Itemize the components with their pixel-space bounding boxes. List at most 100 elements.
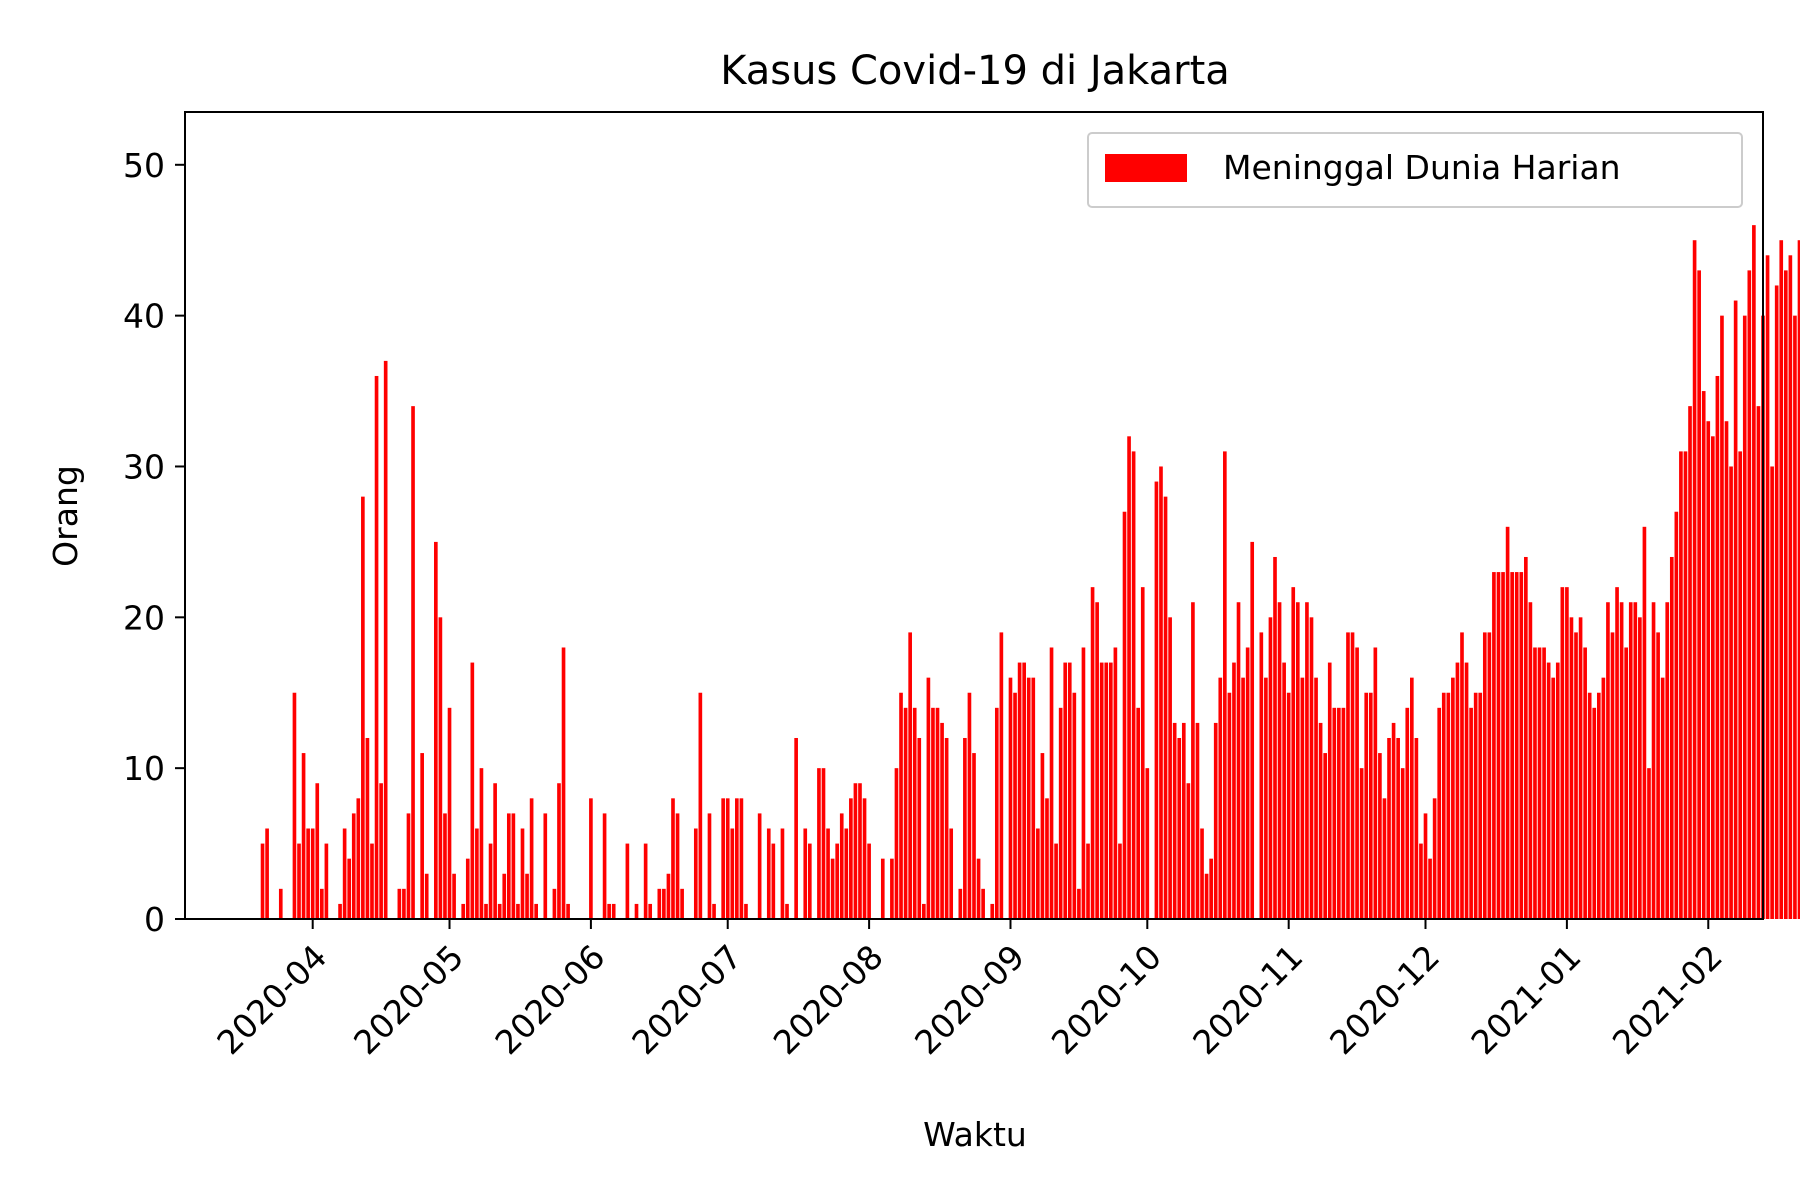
bar <box>1729 466 1733 919</box>
bar <box>1026 677 1031 919</box>
bar <box>1209 858 1213 919</box>
bar <box>908 632 912 919</box>
bar <box>1131 451 1136 919</box>
bar <box>347 858 352 919</box>
bar <box>529 798 534 919</box>
bar <box>1555 662 1560 919</box>
bar <box>306 828 310 919</box>
bar <box>671 798 675 919</box>
bar <box>844 828 849 919</box>
bar <box>1213 722 1218 919</box>
bar <box>1282 662 1286 919</box>
bar <box>1633 602 1638 919</box>
bar <box>424 873 429 919</box>
bar <box>1519 572 1524 919</box>
bar <box>1273 556 1277 919</box>
bar <box>1514 572 1519 919</box>
bar <box>1364 692 1369 919</box>
bar <box>835 843 839 919</box>
bar <box>1168 617 1172 919</box>
bar <box>1286 692 1291 919</box>
bar <box>1451 677 1455 919</box>
y-tick-label: 50 <box>123 146 165 185</box>
bar <box>516 903 520 919</box>
bar <box>1054 843 1058 919</box>
bar <box>794 737 798 919</box>
bar <box>1099 662 1104 919</box>
bar <box>1236 602 1241 919</box>
bar <box>853 783 858 919</box>
bar <box>707 813 712 919</box>
bar <box>1524 556 1528 919</box>
bar <box>1783 270 1788 919</box>
bar <box>1232 662 1236 919</box>
bar <box>1528 602 1533 919</box>
bar <box>1154 481 1159 919</box>
bar <box>1314 677 1318 919</box>
x-axis-label: Waktu <box>923 1115 1027 1154</box>
bar <box>1537 647 1542 919</box>
bar <box>958 888 963 919</box>
bar <box>1346 632 1350 919</box>
bar <box>1679 451 1683 919</box>
bar <box>365 737 370 919</box>
bar <box>1492 572 1496 919</box>
bar <box>935 707 940 919</box>
bar <box>338 903 342 919</box>
bar <box>342 828 347 919</box>
bar <box>1295 602 1300 919</box>
x-tick-label: 2020-08 <box>766 937 891 1062</box>
bar <box>657 888 662 919</box>
bar <box>1482 632 1487 919</box>
bar <box>862 798 867 919</box>
bar <box>374 375 379 920</box>
bar <box>976 858 981 919</box>
bar <box>1350 632 1355 919</box>
bar <box>1323 753 1327 919</box>
bar <box>1606 602 1610 919</box>
bar <box>1797 240 1800 919</box>
bar <box>534 903 538 919</box>
bar <box>1086 843 1090 919</box>
bar <box>1669 556 1674 919</box>
bar <box>461 903 466 919</box>
bar <box>475 828 479 919</box>
bar <box>1396 737 1400 919</box>
bar <box>1218 677 1223 919</box>
bar <box>1701 391 1706 919</box>
bar <box>1560 587 1565 919</box>
bar <box>1017 662 1022 919</box>
bar <box>1674 511 1679 919</box>
bar <box>1327 662 1332 919</box>
bar <box>1200 828 1204 919</box>
bar <box>1309 617 1314 919</box>
bar <box>725 798 730 919</box>
bar <box>721 798 725 919</box>
bar <box>1642 526 1647 919</box>
bar <box>1090 587 1095 919</box>
bar <box>1163 496 1168 919</box>
bar <box>1765 255 1770 920</box>
bar <box>698 692 703 919</box>
bar <box>1752 225 1756 919</box>
bar <box>890 858 894 919</box>
bar <box>1756 406 1761 919</box>
bar <box>379 783 383 919</box>
bar <box>1095 602 1099 919</box>
bar <box>438 617 443 919</box>
bar <box>470 662 475 919</box>
x-tick-label: 2020-06 <box>487 937 612 1062</box>
bar <box>1186 783 1191 919</box>
bar <box>1127 436 1131 919</box>
bar <box>757 813 762 919</box>
bar <box>265 828 269 919</box>
bar <box>1720 315 1724 919</box>
bar <box>903 707 908 919</box>
bar <box>830 858 835 919</box>
bar <box>1469 707 1473 919</box>
x-tick-label: 2020-12 <box>1322 937 1447 1062</box>
x-tick-label: 2021-02 <box>1605 937 1730 1062</box>
bar <box>712 903 716 919</box>
bar <box>1341 707 1346 919</box>
